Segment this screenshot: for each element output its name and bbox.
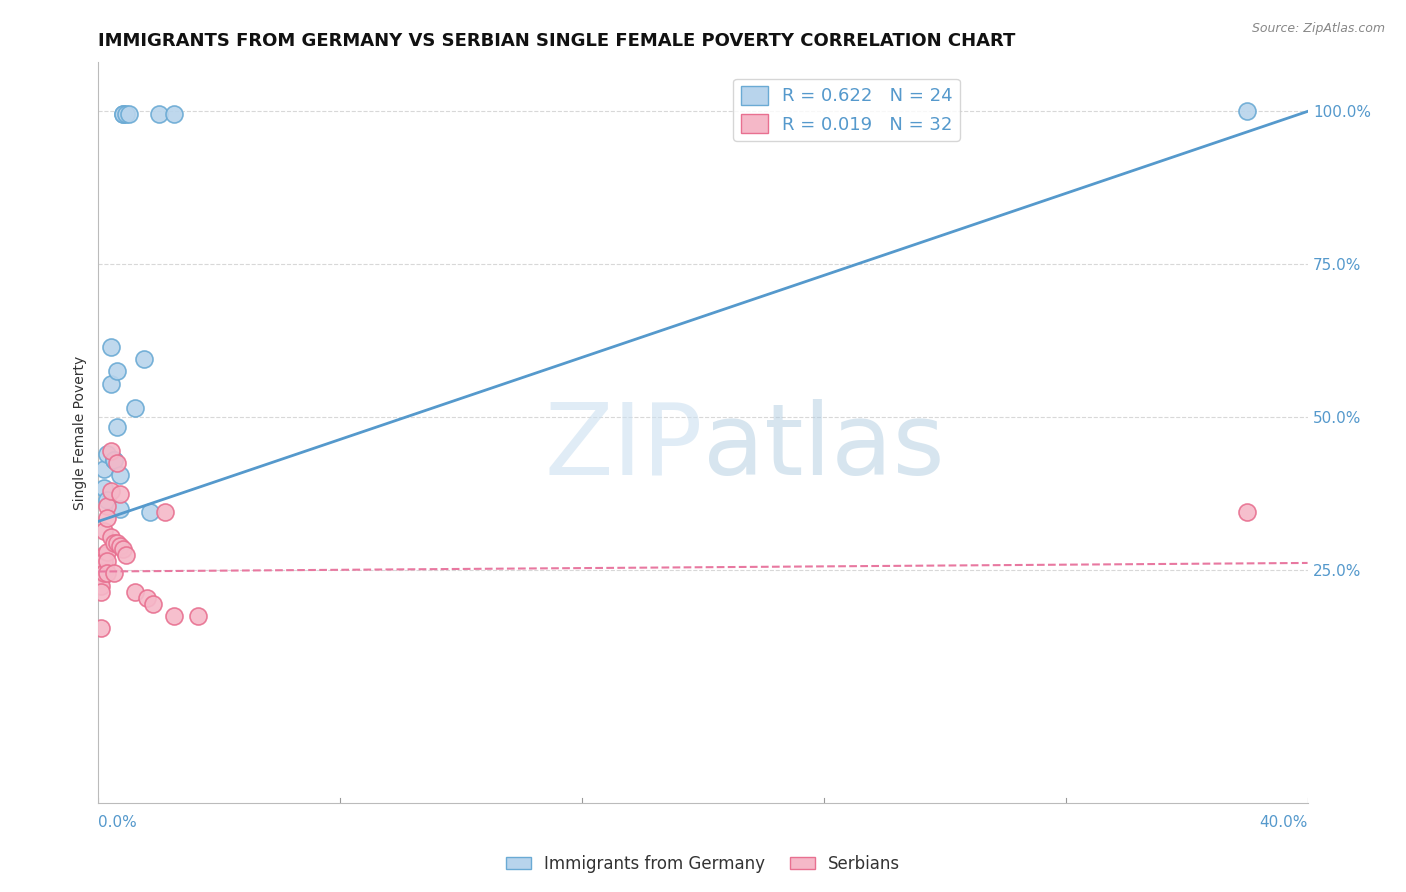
Point — [100, 340, 122, 354]
Text: 40.0%: 40.0% — [1260, 815, 1308, 830]
Point — [96, 554, 118, 568]
Point — [100, 376, 122, 391]
Point — [96, 499, 118, 513]
Point — [105, 535, 128, 549]
Point — [93, 548, 115, 562]
Point — [90, 573, 112, 587]
Point — [153, 505, 176, 519]
Point — [135, 591, 157, 605]
Point — [114, 107, 136, 121]
Point — [187, 609, 209, 624]
Point — [105, 419, 128, 434]
Point — [114, 548, 136, 562]
Point — [108, 487, 131, 501]
Point — [90, 573, 112, 587]
Point — [90, 566, 112, 581]
Point — [105, 456, 128, 470]
Point — [90, 578, 112, 592]
Legend: Immigrants from Germany, Serbians: Immigrants from Germany, Serbians — [499, 848, 907, 880]
Point — [100, 483, 122, 498]
Point — [96, 566, 118, 581]
Point — [100, 530, 122, 544]
Point — [93, 566, 115, 581]
Point — [108, 539, 131, 553]
Point — [93, 481, 115, 495]
Point — [93, 462, 115, 476]
Point — [90, 584, 112, 599]
Point — [111, 541, 134, 556]
Text: 0.0%: 0.0% — [98, 815, 138, 830]
Point — [90, 566, 112, 581]
Point — [163, 107, 186, 121]
Point — [90, 622, 112, 636]
Point — [103, 453, 125, 467]
Y-axis label: Single Female Poverty: Single Female Poverty — [73, 356, 87, 509]
Point — [111, 107, 134, 121]
Point — [142, 597, 165, 611]
Point — [96, 545, 118, 559]
Point — [105, 364, 128, 378]
Point — [100, 444, 122, 458]
Point — [124, 584, 146, 599]
Text: atlas: atlas — [703, 399, 945, 496]
Point — [1236, 505, 1258, 519]
Point — [96, 492, 118, 507]
Text: IMMIGRANTS FROM GERMANY VS SERBIAN SINGLE FEMALE POVERTY CORRELATION CHART: IMMIGRANTS FROM GERMANY VS SERBIAN SINGL… — [98, 32, 1015, 50]
Point — [139, 505, 162, 519]
Point — [96, 511, 118, 525]
Point — [93, 554, 115, 568]
Point — [124, 401, 146, 416]
Text: ZIP: ZIP — [544, 399, 703, 496]
Point — [103, 535, 125, 549]
Point — [148, 107, 170, 121]
Legend: R = 0.622   N = 24, R = 0.019   N = 32: R = 0.622 N = 24, R = 0.019 N = 32 — [734, 78, 960, 141]
Point — [163, 609, 186, 624]
Point — [103, 566, 125, 581]
Point — [1236, 104, 1258, 119]
Point — [111, 107, 134, 121]
Point — [108, 502, 131, 516]
Point — [103, 453, 125, 467]
Point — [118, 107, 141, 121]
Point — [108, 468, 131, 483]
Text: Source: ZipAtlas.com: Source: ZipAtlas.com — [1251, 22, 1385, 36]
Point — [96, 447, 118, 461]
Point — [132, 352, 155, 367]
Point — [93, 524, 115, 538]
